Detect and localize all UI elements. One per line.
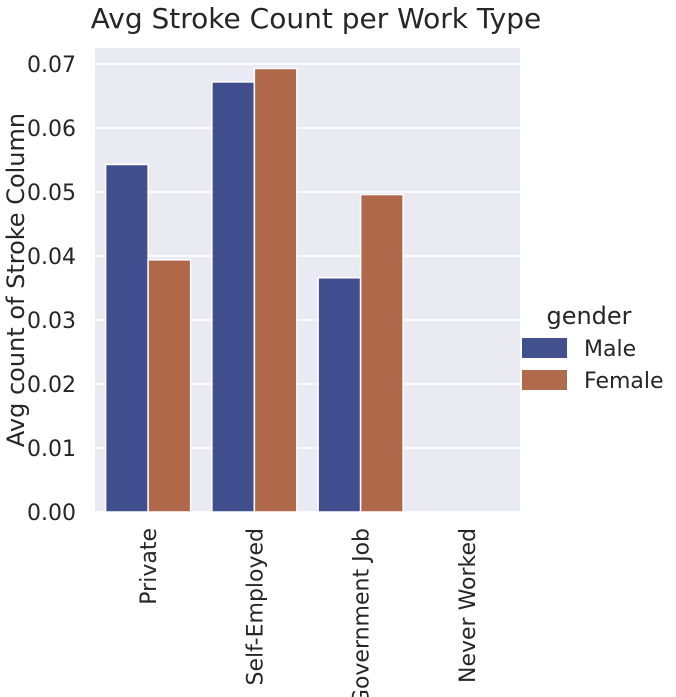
x-tick-label: Government Job (350, 528, 375, 697)
y-tick-label: 0.06 (27, 117, 76, 142)
x-tick-label: Private (137, 528, 162, 605)
y-tick-label: 0.02 (27, 373, 76, 398)
bar-male (211, 81, 256, 513)
y-tick-label: 0.07 (27, 53, 76, 78)
bar-male (317, 277, 362, 513)
chart-title: Avg Stroke Count per Work Type (91, 2, 541, 35)
x-axis-ticks: Private Self-Employed Government Job Never … (137, 528, 481, 697)
legend: gender Male Female (522, 302, 664, 394)
x-tick-label: Never Worked (456, 528, 481, 683)
legend-title: gender (546, 302, 631, 330)
legend-swatch (522, 370, 567, 390)
legend-swatch (522, 338, 567, 358)
bar-female (253, 67, 298, 513)
bar-male (104, 163, 149, 513)
bar-female (147, 259, 192, 513)
legend-label: Female (584, 369, 664, 394)
y-tick-label: 0.00 (27, 501, 76, 526)
bar-female (359, 193, 404, 513)
y-tick-label: 0.01 (27, 437, 76, 462)
legend-label: Male (584, 337, 636, 362)
y-tick-label: 0.03 (27, 309, 76, 334)
x-tick-label: Self-Employed (243, 528, 268, 685)
y-axis-ticks: 0.00 0.01 0.02 0.03 0.04 0.05 0.06 0.07 (27, 53, 76, 526)
y-axis-label: Avg count of Stroke Column (2, 113, 30, 447)
y-tick-label: 0.04 (27, 245, 76, 270)
y-tick-label: 0.05 (27, 181, 76, 206)
bars (104, 67, 404, 513)
